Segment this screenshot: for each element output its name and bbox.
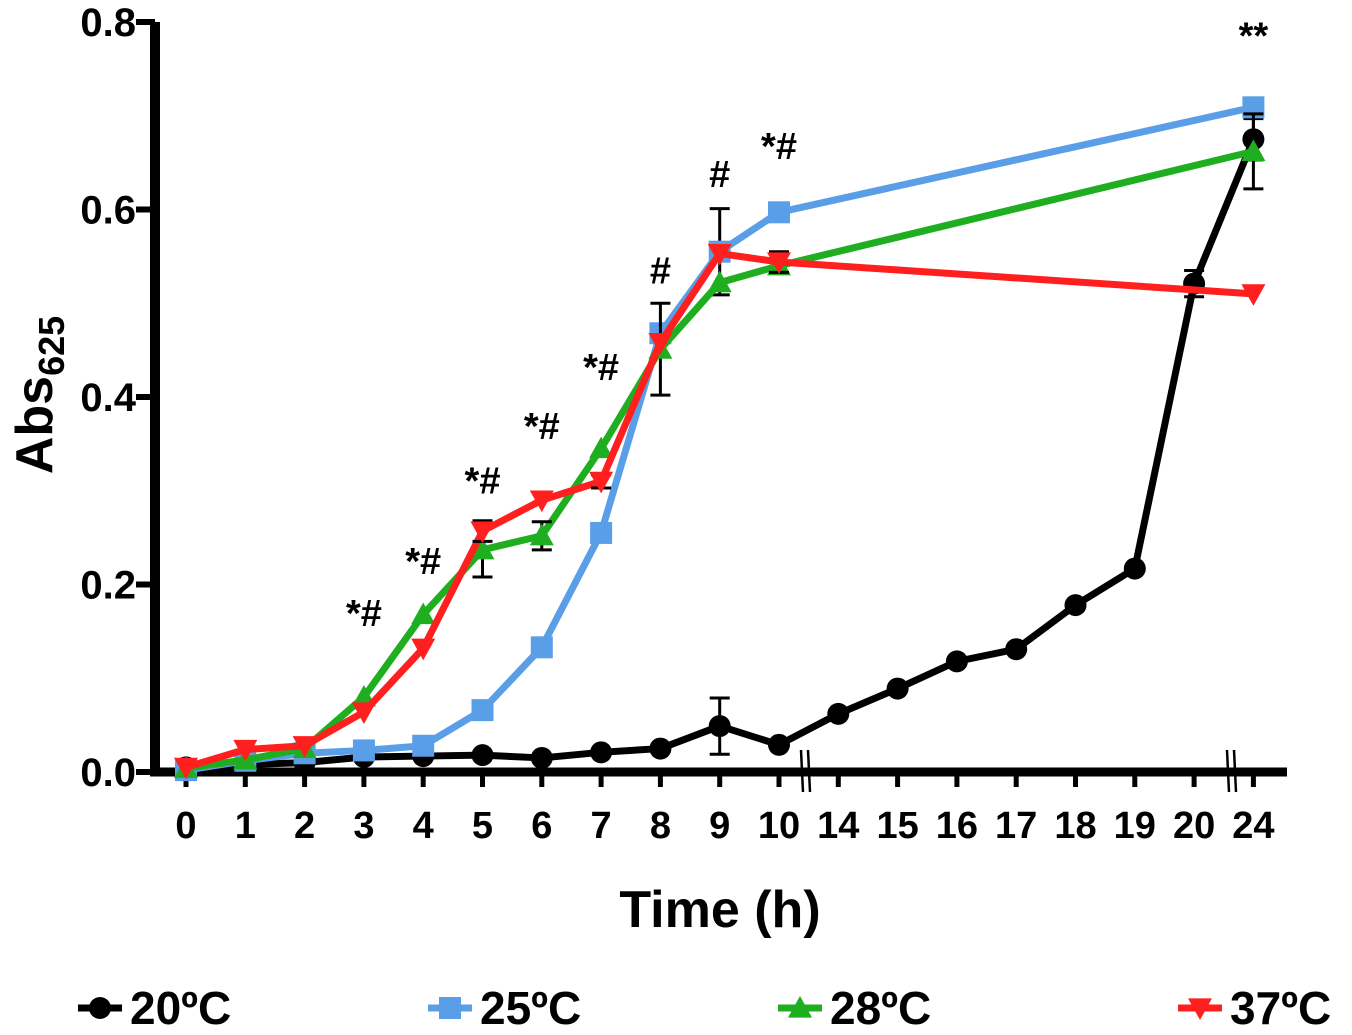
significance-annotation: *# [761,126,797,168]
x-tick-label: 0 [175,805,196,847]
data-point-25c [590,521,613,544]
data-point-37c [470,521,495,544]
data-point-28c [589,436,614,459]
data-point-25c [530,636,553,659]
data-point-25c [352,739,375,762]
x-tick-label: 17 [995,805,1037,847]
data-point-20c [471,744,494,767]
data-point-20c [768,733,790,756]
legend-item-25c: 25ºC [428,982,581,1034]
significance-annotation: # [650,251,671,293]
y-tick-label: 0.0 [80,751,136,795]
significance-annotation: # [709,154,730,196]
legend-item-28c: 28ºC [778,982,931,1034]
legend-marker [788,996,812,1018]
x-tick-label: 9 [709,805,730,847]
legend-label: 28ºC [830,982,931,1034]
legend-marker [439,997,461,1019]
data-point-37c [174,757,198,780]
data-point-37c [707,243,732,266]
x-tick-label: 16 [936,805,978,847]
data-point-20c [886,677,909,700]
data-point-20c [649,737,672,760]
x-axis-title: Time (h) [619,881,820,939]
annotations: *# *# *# *# *# # # *# ** [346,15,1268,635]
data-point-37c [292,736,317,758]
x-tick-label: 7 [591,805,612,847]
y-tick-label: 0.4 [80,376,136,420]
x-tick-label: 6 [531,805,552,847]
series-37c [174,243,1266,780]
legend-item-37c: 37ºC [1178,982,1331,1034]
data-point-37c [529,490,554,513]
x-tick-label: 4 [413,805,434,847]
data-point-37c [411,638,436,661]
x-tick-label: 15 [876,805,918,847]
series-28c [174,112,1266,778]
x-tick-label: 5 [472,805,493,847]
x-tick-label: 2 [294,805,315,847]
legend-label: 20ºC [130,982,231,1034]
data-point-20c [945,650,968,673]
significance-annotation: *# [583,347,619,389]
data-point-25c [471,699,494,722]
x-tick-label: 8 [650,805,671,847]
x-tick-label: 24 [1232,805,1274,847]
y-ticks: 0.0 0.2 0.4 0.6 0.8 [80,1,155,795]
data-point-37c [351,702,376,724]
series-line-25c [185,103,1255,774]
data-point-20c [1064,594,1087,617]
series-line-37c [184,250,1254,771]
data-point-20c [1123,557,1146,580]
x-tick-label: 10 [758,805,800,847]
y-axis-title: Abs625 [6,316,72,474]
x-tick-label: 20 [1173,805,1215,847]
data-point-28c [529,523,554,546]
data-point-20c [708,715,731,738]
data-point-28c [411,602,436,625]
y-tick-label: 0.2 [80,564,136,608]
y-axis-title-subscript: 625 [31,316,72,376]
x-tick-label: 14 [817,805,859,847]
data-point-37c [648,333,673,355]
data-point-25c [412,734,435,757]
series-line-28c [185,147,1255,772]
x-ticks: 0 1 2 3 4 5 6 7 8 9 10 14 15 16 17 18 19 20 24 [175,772,1275,847]
data-point-28c [470,537,495,560]
significance-annotation: *# [405,541,441,583]
y-tick-label: 0.6 [80,189,136,233]
data-point-37c [233,739,258,762]
x-tick-label: 1 [235,805,256,847]
legend-item-20c: 20ºC [78,982,231,1034]
significance-annotation: *# [346,593,382,635]
significance-annotation: *# [524,406,560,448]
series-25c [175,96,1265,782]
legend-label: 37ºC [1230,982,1331,1034]
data-point-28c [707,270,732,293]
y-axis-title-main: Abs [6,376,64,474]
data-point-37c [767,252,791,274]
data-point-37c [1241,284,1266,306]
x-tick-label: 18 [1054,805,1096,847]
series-layer [174,96,1266,782]
legend: 20ºC 25ºC 28ºC 37ºC [78,982,1331,1034]
data-point-28c [1241,139,1266,161]
data-point-20c [827,702,850,725]
data-point-37c [589,471,614,494]
data-point-20c [590,741,613,764]
legend-label: 25ºC [480,982,581,1034]
data-point-20c [1005,638,1028,661]
significance-annotation: *# [465,461,501,503]
data-point-20c [530,746,553,769]
data-point-25c [768,201,790,224]
legend-marker [89,997,111,1019]
y-tick-label: 0.8 [80,1,136,45]
x-tick-label: 3 [353,805,374,847]
x-tick-label: 19 [1114,805,1156,847]
significance-annotation: ** [1239,15,1269,57]
legend-marker [1188,998,1212,1020]
